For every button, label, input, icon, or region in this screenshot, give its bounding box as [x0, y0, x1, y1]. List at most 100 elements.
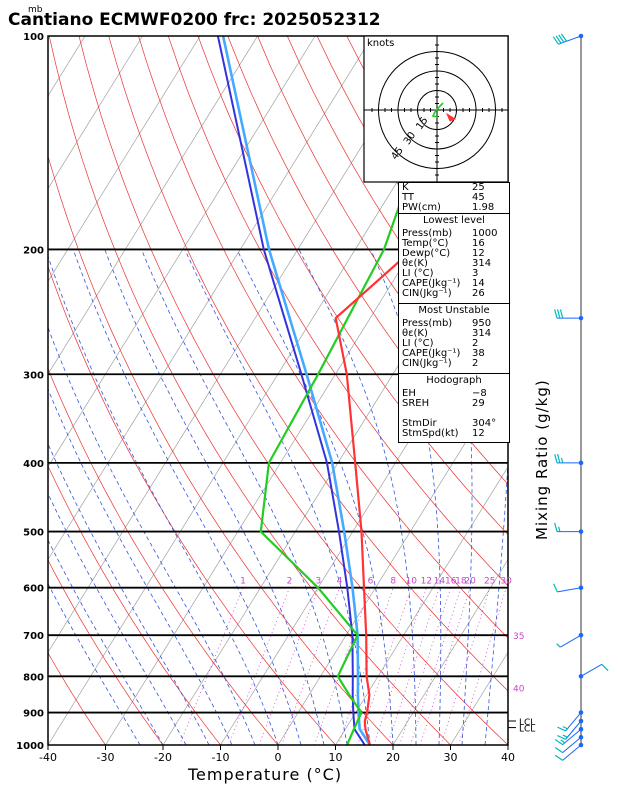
temperature-tick-label: -10	[212, 751, 230, 764]
moist-adiabat-line	[236, 249, 394, 745]
mixing-ratio-label: 8	[390, 577, 396, 587]
mixing-ratio-label: 14	[434, 577, 446, 587]
index-value: 1.98	[472, 202, 495, 213]
hodograph-box	[363, 35, 509, 183]
index-row: K 25	[399, 183, 509, 193]
mixing-ratio-line	[387, 587, 440, 745]
moist-adiabat-line	[48, 442, 210, 745]
wind-barb-feather	[554, 738, 563, 746]
wind-barb-feather	[557, 726, 566, 732]
plot-area	[48, 36, 508, 745]
wind-barb-feather	[554, 754, 563, 761]
isotherm-line	[48, 36, 143, 190]
mixing-ratio-label: 25	[484, 577, 495, 587]
index-row: CAPE(Jkg⁻¹) 14	[399, 279, 509, 289]
temperature-tick-label: 0	[275, 751, 282, 764]
most-unstable-indices: Press(mb) 950 θε(K) 314 LI (°C) 2 CAPE(Jkg⁻¹) 3…	[399, 319, 509, 369]
index-label: LI (°C)	[402, 268, 434, 279]
theta-e-label: 35	[513, 632, 524, 642]
wind-barb-feather	[562, 734, 568, 738]
isotherm-line	[48, 36, 201, 282]
theta-e-label: 40	[513, 685, 525, 695]
mixing-ratio-line	[373, 587, 427, 745]
moist-adiabat-line	[184, 249, 371, 745]
mixing-ratio-label: 4	[337, 577, 343, 587]
index-label: CIN(Jkg⁻¹)	[402, 358, 452, 369]
index-row: Temp(°C) 16	[399, 239, 509, 249]
index-row: SREH 29	[399, 399, 509, 409]
index-value: 304°	[472, 418, 497, 429]
temperature-profile-line	[334, 164, 508, 745]
hodograph-trace	[431, 102, 444, 118]
mixing-ratio-label: 30	[500, 577, 512, 587]
temperature-tick-label: 10	[329, 751, 343, 764]
temperature-tick-label: 30	[444, 751, 458, 764]
index-row: Press(mb) 1000	[399, 229, 509, 239]
mixing-ratio-line	[458, 587, 507, 745]
dry-adiabat-line	[108, 36, 508, 692]
moist-adiabat-line	[104, 249, 325, 745]
wind-barb-staff	[565, 720, 582, 740]
index-value: 12	[472, 428, 485, 439]
index-row: CIN(Jkg⁻¹) 2	[399, 359, 509, 369]
dry-adiabat-line	[48, 265, 336, 745]
mixing-ratio-axis-label: Mixing Ratio (g/kg)	[533, 379, 551, 540]
dry-adiabat-line	[138, 36, 508, 639]
dry-adiabat-line	[197, 36, 508, 536]
index-label: Press(mb)	[402, 318, 453, 329]
lcl-label: LCL	[519, 725, 535, 735]
index-value: 3	[472, 268, 479, 279]
dry-adiabat-line	[167, 36, 508, 587]
isotherm-line	[162, 187, 508, 745]
isotherm-line	[48, 36, 373, 561]
index-row: θε(K) 314	[399, 259, 509, 269]
index-value: 16	[472, 238, 485, 249]
index-value: 950	[472, 318, 492, 329]
index-row: Dewp(°C) 12	[399, 249, 509, 259]
index-value: 314	[472, 258, 492, 269]
index-label: PW(cm)	[402, 202, 441, 213]
index-row: TT 45	[399, 193, 509, 203]
mixing-ratio-label: 3	[315, 577, 321, 587]
wind-barb-feather	[555, 35, 562, 44]
storm-motion-arrow	[445, 112, 457, 122]
mixing-ratio-label: 12	[421, 577, 432, 587]
mixing-ratio-line	[258, 587, 319, 745]
wind-barb-feather	[556, 454, 561, 464]
wind-barb-feather	[556, 309, 561, 319]
pressure-tick-label: 100	[23, 32, 44, 43]
index-row: θε(K) 314	[399, 329, 509, 339]
wind-barb-staff	[557, 587, 582, 593]
mixing-ratio-line	[228, 587, 290, 745]
index-value: 26	[472, 288, 485, 299]
pressure-unit-label: mb	[28, 5, 43, 15]
moist-adiabat-line	[48, 326, 256, 745]
index-row: EH −8	[399, 389, 509, 399]
parcel-profile-inner-line	[216, 36, 366, 745]
index-label: Press(mb)	[402, 228, 453, 239]
index-label: EH	[402, 388, 416, 399]
wind-barb-staff	[562, 736, 582, 754]
pressure-tick-label: 500	[23, 528, 44, 539]
mixing-ratio-label: 6	[368, 577, 374, 587]
moist-adiabat-line	[141, 249, 348, 745]
pressure-tick-label: 200	[23, 245, 44, 256]
wind-barb-staff	[558, 35, 582, 45]
index-row: StmSpd(kt) 12	[399, 429, 509, 439]
wind-barb-feather	[560, 457, 564, 464]
index-value: 14	[472, 278, 485, 289]
dry-adiabat-line	[78, 36, 508, 745]
index-label: TT	[402, 192, 415, 203]
index-label: LI (°C)	[402, 338, 434, 349]
index-row: PW(cm) 1.98	[399, 203, 509, 213]
index-value: 1000	[472, 228, 498, 239]
temperature-tick-label: -40	[39, 751, 57, 764]
index-label: Dewp(°C)	[402, 248, 451, 259]
wind-barb-feather	[558, 34, 565, 43]
dry-adiabat-line	[48, 652, 106, 745]
mixing-ratio-label: 10	[406, 577, 418, 587]
hodograph-stats-title: Hodograph	[426, 375, 482, 386]
top-indices: K 25 TT 45 PW(cm) 1.98	[399, 183, 509, 213]
wind-barb-feather	[560, 739, 566, 744]
index-label: CAPE(Jkg⁻¹)	[402, 278, 461, 289]
